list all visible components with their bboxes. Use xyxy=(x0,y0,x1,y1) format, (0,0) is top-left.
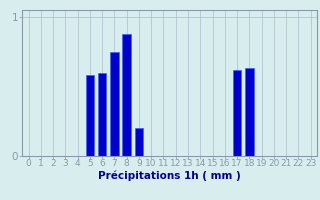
Bar xyxy=(98,73,107,156)
Bar xyxy=(122,34,131,156)
Bar xyxy=(245,68,254,156)
X-axis label: Précipitations 1h ( mm ): Précipitations 1h ( mm ) xyxy=(98,171,241,181)
Bar xyxy=(135,128,143,156)
Bar xyxy=(85,75,94,156)
Bar xyxy=(110,52,119,156)
Bar xyxy=(233,70,241,156)
